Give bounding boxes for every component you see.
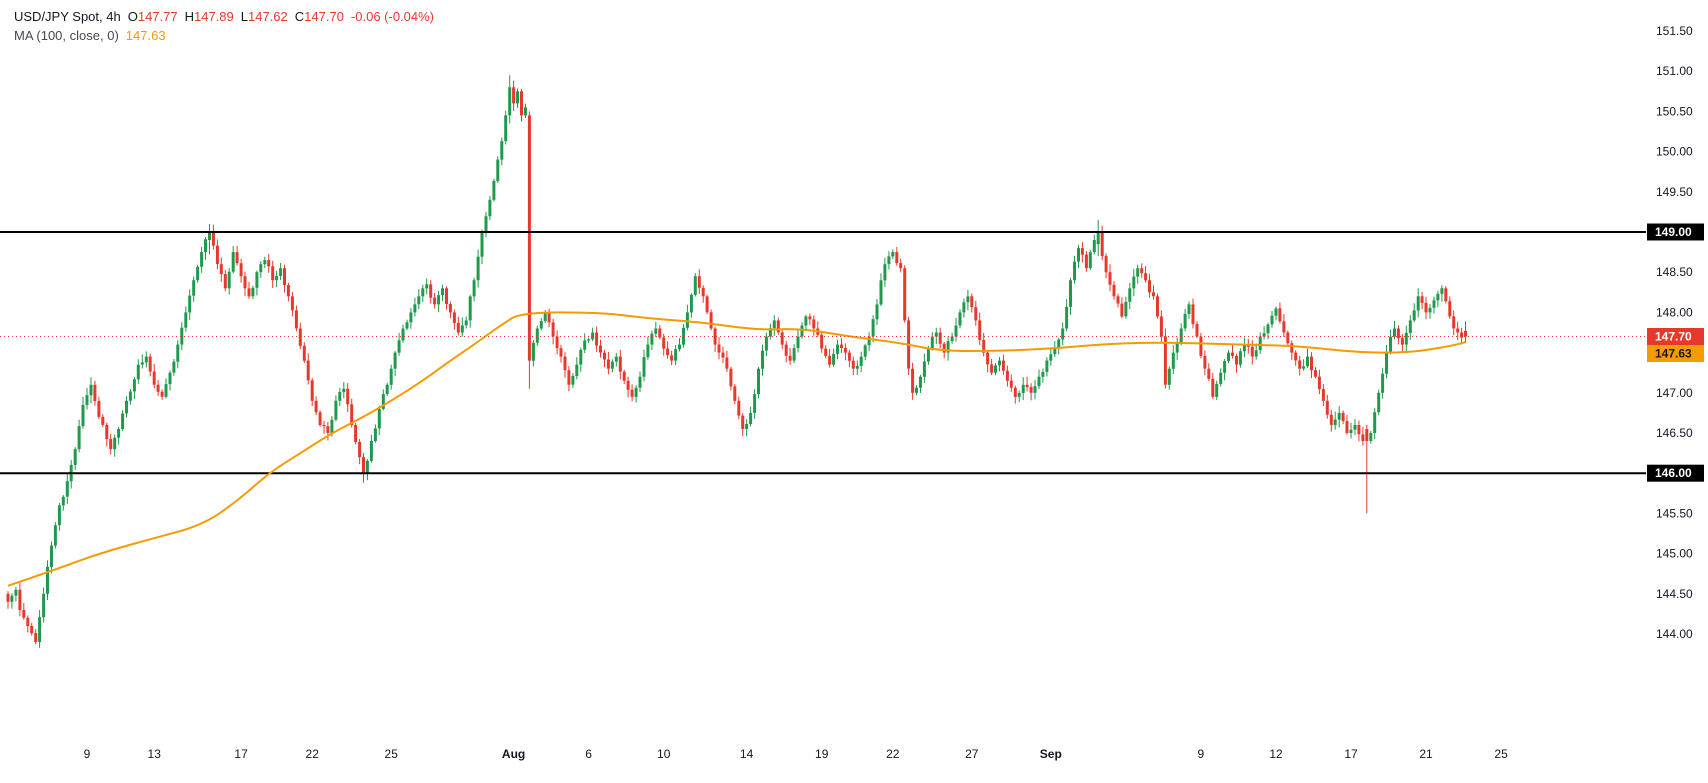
svg-text:17: 17 — [1344, 747, 1358, 761]
svg-text:151.00: 151.00 — [1656, 64, 1693, 78]
svg-text:22: 22 — [886, 747, 900, 761]
svg-text:147.70: 147.70 — [1655, 330, 1692, 344]
svg-text:21: 21 — [1419, 747, 1433, 761]
close-label: C — [294, 9, 305, 24]
svg-text:10: 10 — [657, 747, 671, 761]
svg-text:25: 25 — [1494, 747, 1508, 761]
svg-text:151.50: 151.50 — [1656, 24, 1693, 38]
low-label: L — [240, 9, 248, 24]
open-label: O — [127, 9, 138, 24]
svg-text:145.00: 145.00 — [1656, 547, 1693, 561]
svg-text:19: 19 — [815, 747, 829, 761]
svg-text:27: 27 — [965, 747, 979, 761]
low-value: 147.62 — [248, 9, 288, 24]
price-axis-badges: 149.00 146.00 147.70 147.63 — [1647, 223, 1704, 482]
svg-text:148.00: 148.00 — [1656, 305, 1693, 319]
svg-text:9: 9 — [1198, 747, 1205, 761]
high-value: 147.89 — [194, 9, 234, 24]
svg-text:147.63: 147.63 — [1655, 347, 1692, 361]
open-value: 147.77 — [137, 9, 178, 24]
svg-text:12: 12 — [1269, 747, 1283, 761]
ma-line — [7, 311, 1466, 587]
svg-text:149.50: 149.50 — [1656, 185, 1693, 199]
legend-ma-row: MA (100, close, 0) 147.63 — [14, 26, 434, 45]
svg-text:149.00: 149.00 — [1655, 225, 1692, 239]
svg-text:150.50: 150.50 — [1656, 104, 1693, 118]
svg-text:14: 14 — [740, 747, 754, 761]
svg-text:6: 6 — [585, 747, 592, 761]
symbol-title[interactable]: USD/JPY Spot, 4h — [14, 9, 121, 24]
legend-ohlc-row: USD/JPY Spot, 4h O147.77 H147.89 L147.62 C14… — [14, 7, 434, 26]
svg-text:Aug: Aug — [502, 747, 525, 761]
svg-text:146.50: 146.50 — [1656, 426, 1693, 440]
time-axis[interactable]: 9 13 17 22 25 Aug 6 10 14 19 22 27 Sep 9 12 17 21 25 — [84, 747, 1508, 761]
svg-text:147.00: 147.00 — [1656, 386, 1693, 400]
chart-legend: USD/JPY Spot, 4h O147.77 H147.89 L147.62 C14… — [14, 7, 434, 45]
svg-text:13: 13 — [148, 747, 162, 761]
change-value: -0.06 (-0.04%) — [350, 9, 435, 24]
svg-text:Sep: Sep — [1040, 747, 1062, 761]
ma-value: 147.63 — [125, 28, 166, 43]
svg-text:145.50: 145.50 — [1656, 506, 1693, 520]
horizontal-level-lines[interactable] — [0, 231, 1646, 475]
svg-text:25: 25 — [385, 747, 399, 761]
candlesticks — [6, 75, 1467, 648]
high-label: H — [184, 9, 194, 24]
svg-text:148.50: 148.50 — [1656, 265, 1693, 279]
svg-text:9: 9 — [84, 747, 91, 761]
svg-text:17: 17 — [234, 747, 248, 761]
svg-text:144.00: 144.00 — [1656, 627, 1693, 641]
close-value: 147.70 — [304, 9, 344, 24]
svg-text:146.00: 146.00 — [1655, 466, 1692, 480]
ma-indicator-title[interactable]: MA (100, close, 0) — [14, 28, 119, 43]
svg-text:22: 22 — [306, 747, 320, 761]
svg-text:150.00: 150.00 — [1656, 145, 1693, 159]
svg-text:144.50: 144.50 — [1656, 587, 1693, 601]
